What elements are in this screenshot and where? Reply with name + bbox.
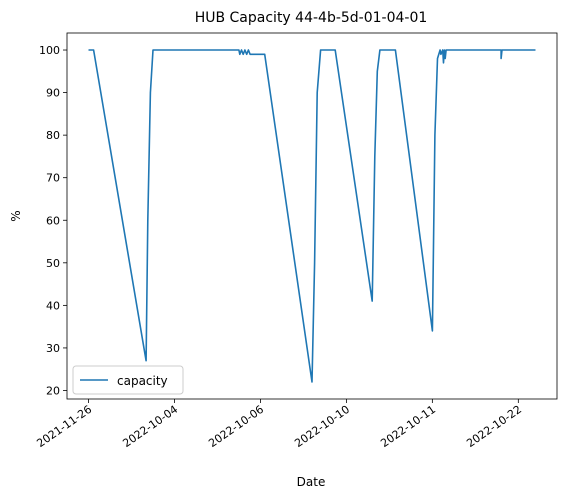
x-tick-label: 2022-10-11	[378, 403, 438, 450]
x-tick-label: 2022-10-10	[292, 403, 352, 450]
y-tick-label: 60	[46, 214, 60, 227]
x-tick-label: 2021-11-26	[34, 403, 94, 450]
axes-frame	[66, 32, 558, 400]
chart-title: HUB Capacity 44-4b-5d-01-04-01	[195, 10, 428, 26]
y-tick-label: 80	[46, 129, 60, 142]
legend-label: capacity	[117, 374, 168, 388]
y-tick-label: 100	[39, 44, 60, 57]
x-tick-label: 2022-10-04	[120, 403, 180, 450]
x-tick-label: 2022-10-22	[464, 403, 524, 450]
y-tick-label: 30	[46, 342, 60, 355]
x-axis-label: Date	[297, 475, 326, 489]
y-tick-label: 70	[46, 172, 60, 185]
plot-area	[88, 49, 536, 383]
legend-box	[72, 365, 184, 395]
y-tick-label: 50	[46, 257, 60, 270]
legend: capacity	[72, 365, 184, 395]
y-axis: 20 30 40 50 60 70 80 90 100	[39, 44, 67, 397]
y-axis-label: %	[9, 210, 23, 221]
series-line-capacity	[88, 49, 536, 383]
x-axis: 2021-11-26 2022-10-04 2022-10-06 2022-10-10…	[34, 399, 524, 450]
x-tick-label: 2022-10-06	[206, 403, 266, 450]
y-tick-label: 20	[46, 384, 60, 397]
y-tick-label: 90	[46, 87, 60, 100]
y-tick-label: 40	[46, 299, 60, 312]
